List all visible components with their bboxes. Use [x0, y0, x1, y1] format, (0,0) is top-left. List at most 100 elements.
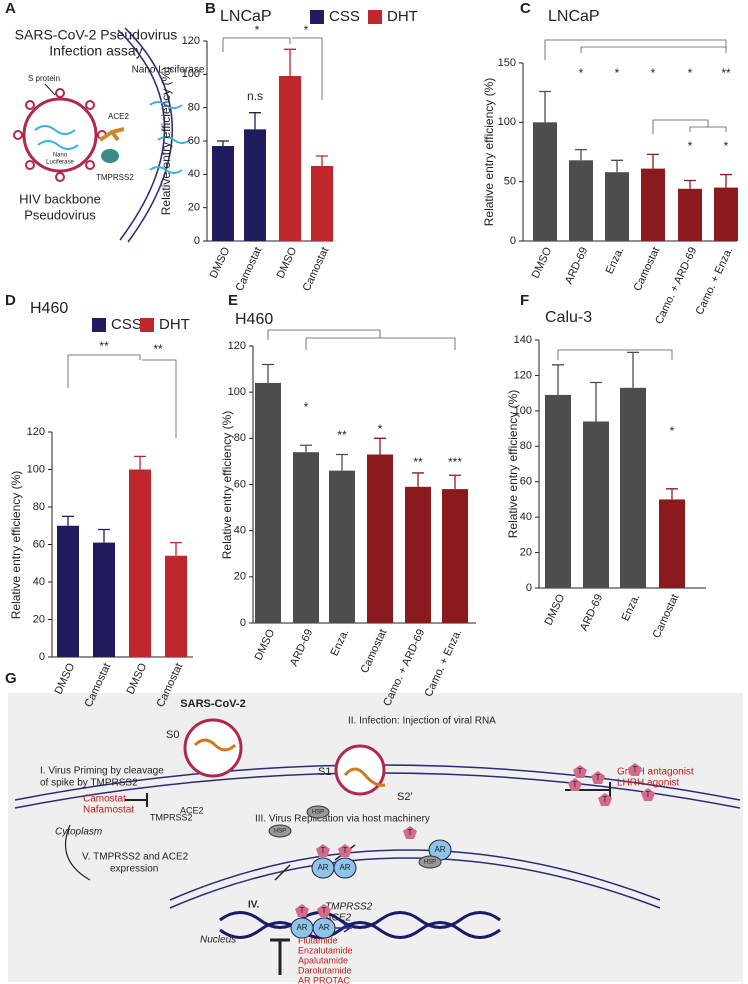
hormone-label: T: [646, 790, 651, 799]
label: Darolutamide: [298, 965, 352, 975]
chart-title: LNCaP: [220, 8, 272, 25]
hormone-label: T: [343, 846, 348, 855]
bar: [620, 387, 646, 588]
y-tick-label: 20: [520, 546, 532, 558]
label: TMPRSS2: [150, 812, 193, 822]
error-bar: [590, 381, 602, 422]
panel-label: B: [205, 0, 216, 17]
hormone-icon: [573, 765, 587, 778]
y-tick-label: 150: [498, 57, 516, 69]
legend-swatch: [140, 318, 154, 332]
label: III. Virus Replication via host machiner…: [255, 814, 430, 825]
y-tick-label: 80: [234, 432, 246, 444]
hormone-icon: [403, 826, 417, 839]
annotation: *: [304, 400, 309, 414]
x-tick-label: ARD-69: [578, 592, 605, 633]
chart-title: LNCaP: [548, 8, 600, 25]
panel-a: A SARS-CoV-2 Pseudovirus Infection assay…: [5, 0, 205, 243]
y-axis-label: Relative entry efficiency (%): [220, 411, 234, 560]
bar: [129, 469, 151, 657]
significance-bracket: [580, 46, 727, 53]
annotation: **: [153, 342, 163, 356]
panel-label: D: [5, 292, 16, 309]
bar: [569, 160, 593, 241]
error-bar: [684, 179, 696, 189]
label: Cytoplasm: [55, 827, 102, 838]
label: SARS-CoV-2: [180, 698, 245, 710]
y-tick-label: 50: [504, 176, 516, 188]
hormone-icon: [598, 793, 612, 806]
bar: [165, 555, 187, 657]
error-bar: [666, 488, 678, 500]
hormone-icon: [628, 763, 642, 776]
annotation: *: [688, 139, 693, 153]
bar: [93, 542, 115, 657]
label: I. Virus Priming by cleavage: [40, 766, 164, 777]
label: V. TMPRSS2 and ACE2: [82, 852, 189, 863]
error-bar: [249, 112, 261, 130]
hormone-icon: [568, 778, 582, 791]
label: IV.: [248, 900, 260, 911]
error-bar: [449, 474, 461, 490]
error-bar: [374, 437, 386, 455]
label: TMPRSS2: [325, 902, 373, 913]
error-bar: [300, 444, 312, 453]
error-bar: [98, 528, 110, 543]
y-tick-label: 100: [498, 116, 516, 128]
label: TMPRSS2: [96, 173, 134, 182]
bar: [405, 486, 431, 623]
error-bar: [552, 364, 564, 395]
x-tick-label: Camo. + Enza.: [423, 627, 465, 698]
receptor-label: AR: [339, 863, 350, 872]
y-tick-label: 40: [33, 576, 45, 588]
hormone-label: T: [596, 773, 601, 782]
x-tick-label: DMSO: [125, 661, 150, 696]
y-axis-label: Relative entry efficiency (%): [506, 390, 520, 539]
panel-label: G: [5, 670, 17, 687]
label: Apalutamide: [298, 955, 348, 965]
virus: [22, 97, 98, 173]
hormone-icon: [641, 788, 655, 801]
legend-label: DHT: [387, 8, 418, 25]
bar: [255, 382, 281, 623]
y-tick-label: 40: [234, 525, 246, 537]
label: of spike by TMPRSS2: [40, 778, 138, 789]
hormone-label: T: [573, 780, 578, 789]
hormone-icon: [591, 771, 605, 784]
label: ACE2: [180, 805, 204, 815]
receptor-label: AR: [434, 845, 445, 854]
label: Pseudovirus: [24, 207, 96, 222]
receptor-icon: [333, 857, 357, 879]
annotation: n.s: [247, 89, 263, 103]
significance-bracket: [652, 119, 709, 134]
title: Infection assay: [49, 43, 142, 59]
annotation: *: [304, 23, 309, 37]
panel-label: F: [520, 292, 529, 309]
annotation: *: [688, 66, 693, 80]
receptor-label: AR: [317, 863, 328, 872]
bar: [545, 394, 571, 588]
legend-label: CSS: [111, 316, 142, 333]
annotation: *: [724, 139, 729, 153]
hormone-label: T: [408, 828, 413, 837]
annotation: **: [413, 455, 423, 469]
y-tick-label: 40: [520, 511, 532, 523]
y-tick-label: 0: [194, 235, 200, 247]
y-tick-label: 40: [188, 168, 200, 180]
x-tick-label: Enza.: [329, 627, 352, 658]
bar: [293, 452, 319, 623]
label: expression: [110, 864, 158, 875]
bar: [583, 421, 609, 588]
error-bar: [412, 472, 424, 487]
error-bar: [62, 515, 74, 526]
y-tick-label: 80: [33, 501, 45, 513]
x-tick-label: DMSO: [275, 245, 300, 280]
label: Nano Luciferase: [132, 65, 205, 76]
y-tick-label: 140: [514, 334, 532, 346]
hormone-icon: [317, 904, 331, 917]
bar: [641, 168, 665, 241]
hormone-label: T: [603, 795, 608, 804]
label: Nucleus: [200, 935, 236, 946]
error-bar: [170, 541, 182, 556]
significance-bracket: [544, 39, 727, 60]
